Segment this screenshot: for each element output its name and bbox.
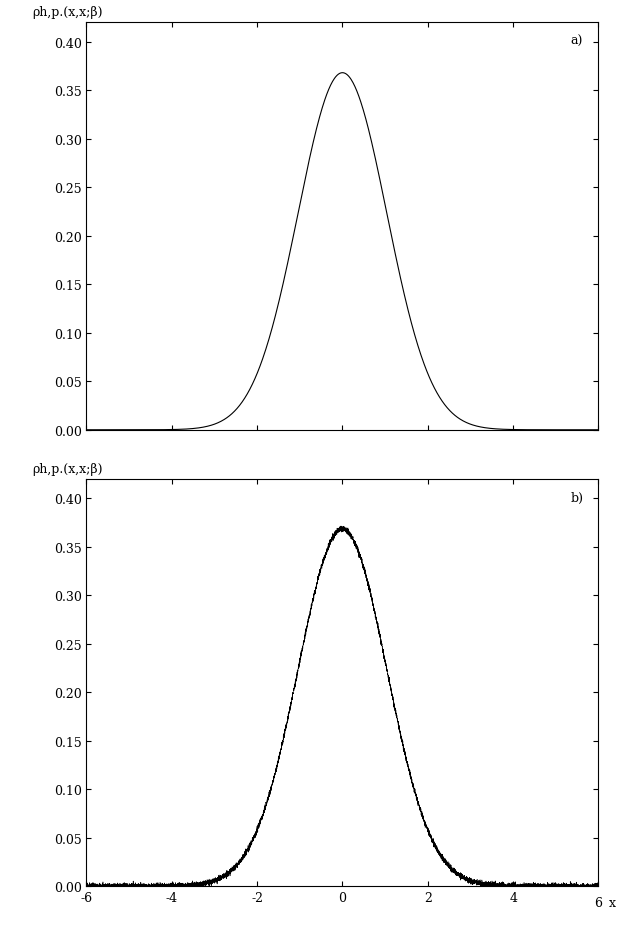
Text: ρh,p.(x,x;β): ρh,p.(x,x;β) (33, 6, 103, 19)
Text: 6: 6 (595, 896, 602, 909)
Text: x: x (609, 896, 616, 909)
Text: a): a) (571, 35, 583, 48)
Text: ρh,p.(x,x;β): ρh,p.(x,x;β) (33, 462, 103, 475)
Text: b): b) (570, 491, 583, 504)
